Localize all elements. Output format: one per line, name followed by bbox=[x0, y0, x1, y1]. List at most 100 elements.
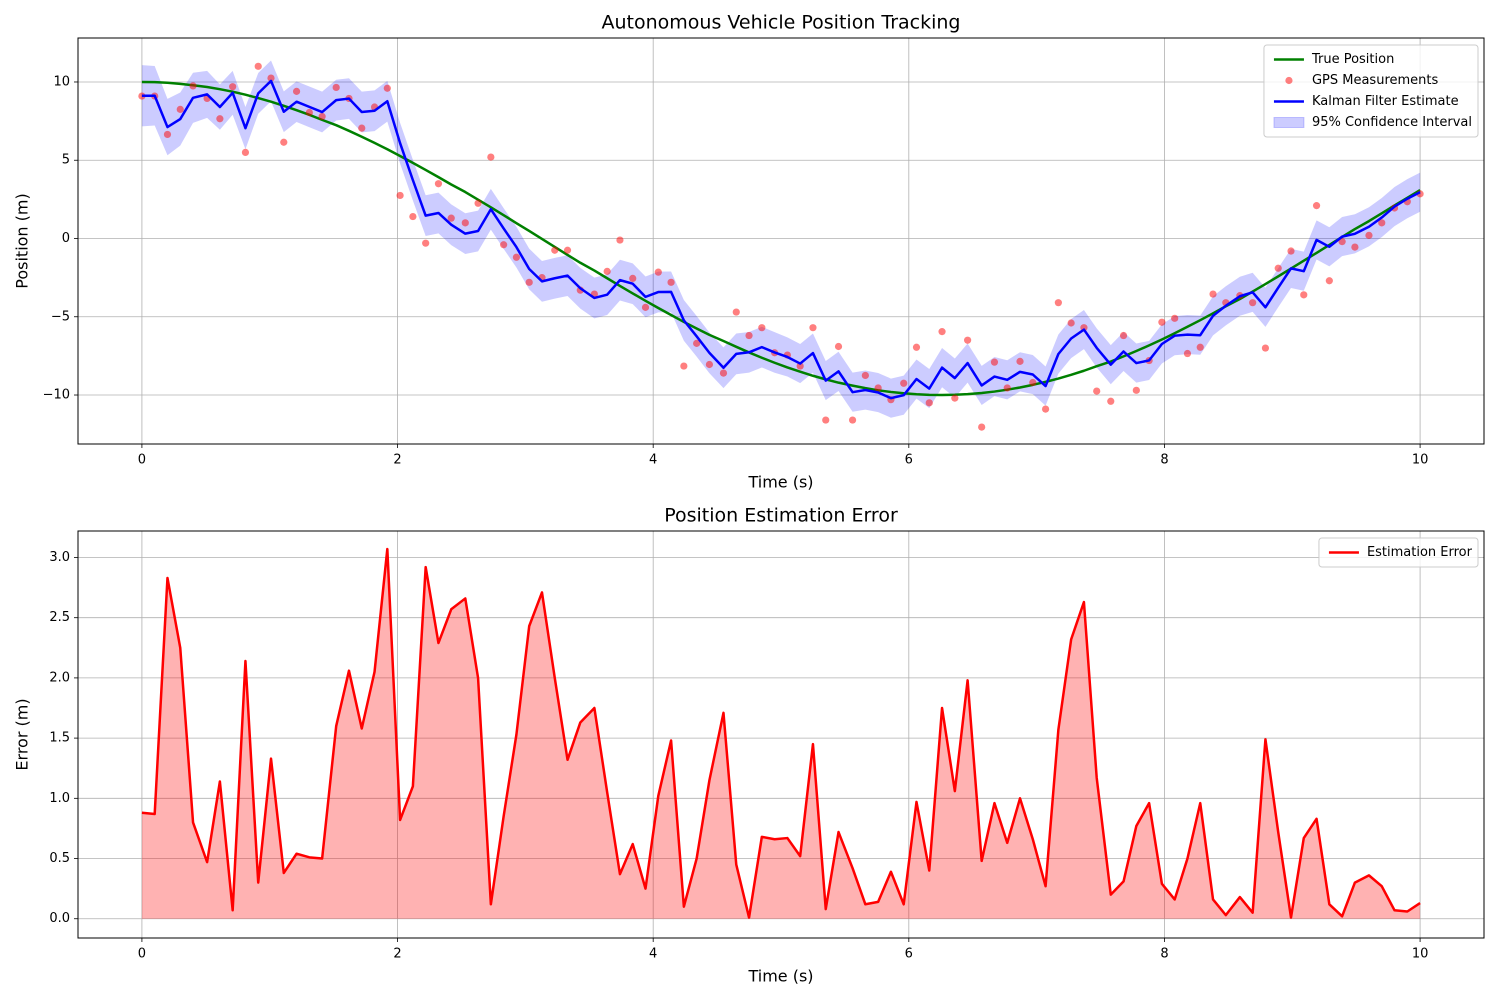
y-tick-label: 2.5 bbox=[49, 610, 70, 625]
gps-point bbox=[500, 241, 508, 249]
x-tick-label: 6 bbox=[905, 453, 913, 468]
error-area bbox=[141, 549, 1421, 919]
gps-point bbox=[680, 362, 688, 370]
y-tick-label: −10 bbox=[43, 388, 70, 403]
gps-point bbox=[267, 74, 275, 82]
gps-point bbox=[332, 83, 340, 92]
y-tick-label: 3.0 bbox=[49, 550, 70, 565]
gps-point bbox=[822, 416, 830, 424]
gps-point bbox=[1196, 343, 1204, 351]
gps-point bbox=[978, 423, 986, 431]
gps-point bbox=[1119, 331, 1128, 340]
gps-point bbox=[1067, 319, 1075, 327]
gps-point bbox=[951, 394, 959, 402]
gps-point bbox=[1171, 314, 1179, 322]
gps-point bbox=[667, 278, 675, 286]
gps-point bbox=[1351, 243, 1359, 251]
gps-point bbox=[848, 416, 857, 424]
x-tick-label: 0 bbox=[138, 947, 146, 962]
chart-title: Position Estimation Error bbox=[664, 505, 898, 527]
axes-frame bbox=[77, 37, 1485, 445]
gps-point bbox=[745, 331, 753, 340]
gps-point bbox=[629, 274, 637, 283]
confidence-band bbox=[141, 60, 1421, 418]
gps-point bbox=[1300, 291, 1308, 299]
gps-point bbox=[1249, 299, 1257, 307]
x-axis-label: Time (s) bbox=[747, 967, 813, 986]
y-tick-label: 2.0 bbox=[49, 670, 70, 685]
gps-point bbox=[305, 108, 313, 117]
gps-point bbox=[487, 153, 495, 161]
y-tick-label: 10 bbox=[53, 74, 70, 89]
legend: Estimation Error bbox=[1318, 537, 1479, 568]
gps-point bbox=[1325, 277, 1333, 285]
x-tick-label: 8 bbox=[1160, 453, 1168, 468]
y-tick-label: 5 bbox=[62, 153, 70, 168]
gps-point bbox=[176, 105, 184, 113]
gps-point bbox=[241, 148, 250, 157]
gps-point bbox=[732, 308, 740, 316]
gps-point bbox=[229, 83, 237, 91]
gps-point bbox=[280, 138, 288, 146]
gps-point bbox=[1158, 318, 1166, 326]
gps-point bbox=[163, 130, 172, 139]
gps-point bbox=[938, 328, 946, 336]
y-axis-label: Position (m) bbox=[13, 193, 32, 288]
gps-point bbox=[654, 268, 662, 276]
gps-point bbox=[912, 343, 921, 351]
gps-point bbox=[925, 399, 933, 407]
x-tick-label: 10 bbox=[1412, 947, 1429, 962]
chart-title: Autonomous Vehicle Position Tracking bbox=[602, 12, 961, 34]
gps-point bbox=[900, 379, 908, 387]
gps-point bbox=[796, 362, 804, 370]
gps-point bbox=[1003, 384, 1011, 392]
gps-point bbox=[512, 253, 521, 261]
gps-point bbox=[447, 214, 455, 222]
x-tick-label: 8 bbox=[1160, 947, 1168, 962]
x-tick-label: 4 bbox=[649, 947, 657, 962]
y-tick-label: 0.0 bbox=[49, 911, 70, 926]
gps-point bbox=[1132, 386, 1140, 394]
legend-symbol bbox=[1285, 76, 1293, 85]
series-line bbox=[141, 79, 1421, 400]
gps-point bbox=[616, 236, 624, 244]
gps-point bbox=[422, 239, 430, 247]
y-axis-label: Error (m) bbox=[13, 698, 32, 770]
gps-point bbox=[1107, 397, 1115, 405]
gps-point bbox=[758, 324, 766, 332]
legend-symbol bbox=[1273, 117, 1305, 128]
gps-point bbox=[834, 342, 843, 351]
legend: True Position GPS Measurements Kalman Filt… bbox=[1263, 44, 1479, 138]
y-tick-label: 1.0 bbox=[49, 791, 70, 806]
gps-point bbox=[396, 191, 404, 200]
gps-point bbox=[1209, 290, 1217, 298]
y-tick-label: −5 bbox=[51, 309, 70, 324]
gps-point bbox=[358, 124, 366, 132]
gps-point bbox=[1338, 238, 1346, 246]
x-tick-label: 6 bbox=[905, 947, 913, 962]
gps-point bbox=[434, 180, 443, 188]
gps-point bbox=[861, 371, 869, 380]
gps-point bbox=[809, 324, 817, 332]
gps-point bbox=[383, 84, 391, 92]
gps-point bbox=[563, 246, 572, 254]
gps-point bbox=[551, 246, 559, 254]
gps-point bbox=[705, 360, 714, 369]
gps-point bbox=[254, 62, 262, 70]
gps-point bbox=[474, 199, 482, 207]
gps-point bbox=[874, 384, 882, 392]
gps-point bbox=[292, 87, 301, 95]
gps-point bbox=[1378, 219, 1386, 227]
axes-frame bbox=[77, 530, 1485, 939]
legend-box bbox=[1263, 44, 1479, 138]
gps-point bbox=[1054, 299, 1062, 307]
legend-label: 95% Confidence Interval bbox=[1312, 115, 1472, 130]
gps-point bbox=[189, 82, 197, 90]
gps-point bbox=[1016, 357, 1024, 365]
gps-point bbox=[1365, 231, 1373, 239]
y-tick-label: 1.5 bbox=[49, 731, 70, 746]
gps-point bbox=[216, 115, 224, 123]
gps-point bbox=[693, 339, 701, 347]
gps-point bbox=[461, 219, 469, 227]
